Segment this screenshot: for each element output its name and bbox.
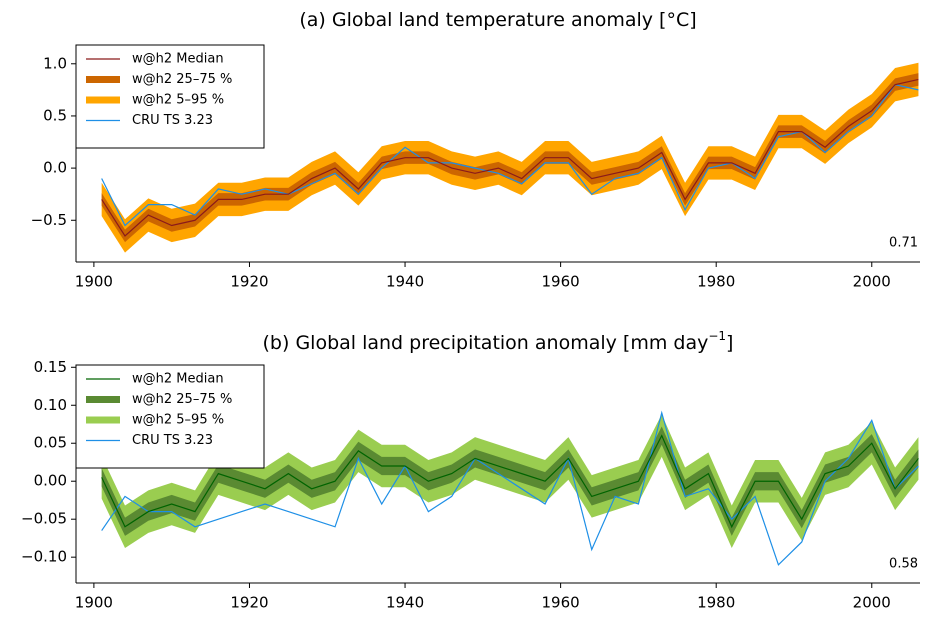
x-tick-label: 1920 xyxy=(230,273,268,291)
legend-label: w@h2 25–75 % xyxy=(132,392,232,407)
y-tick-label: 0.15 xyxy=(34,358,67,376)
legend-label: w@h2 25–75 % xyxy=(132,72,232,87)
x-tick-label: 2000 xyxy=(853,594,891,612)
legend-label: w@h2 5–95 % xyxy=(132,413,224,428)
legend-label: w@h2 Median xyxy=(132,52,224,67)
x-tick-label: 1900 xyxy=(75,273,113,291)
series-line xyxy=(101,434,919,529)
legend-label: w@h2 Median xyxy=(132,372,224,387)
y-tick-label: −0.10 xyxy=(21,548,67,566)
chart-title: (b) Global land precipitation anomaly [m… xyxy=(263,329,734,354)
chart-title: (a) Global land temperature anomaly [°C] xyxy=(299,9,696,31)
annotation: 0.71 xyxy=(889,236,918,251)
title-suffix: ] xyxy=(726,332,733,354)
panel: (a) Global land temperature anomaly [°C]… xyxy=(31,9,920,291)
band-area xyxy=(101,73,919,243)
x-tick-label: 1940 xyxy=(386,273,424,291)
y-tick-label: −0.05 xyxy=(21,510,67,528)
y-tick-label: 0.10 xyxy=(34,396,67,414)
series-line xyxy=(101,410,919,566)
legend-label: CRU TS 3.23 xyxy=(132,113,213,128)
series-line xyxy=(101,83,919,227)
band-area xyxy=(101,62,919,253)
y-tick-label: 0.00 xyxy=(34,472,67,490)
x-tick-label: 1980 xyxy=(697,594,735,612)
x-tick-label: 1900 xyxy=(75,594,113,612)
x-tick-label: 1980 xyxy=(697,273,735,291)
y-tick-label: 1.0 xyxy=(43,54,67,72)
x-tick-label: 1960 xyxy=(542,594,580,612)
x-tick-label: 1920 xyxy=(230,594,268,612)
title-superscript: −1 xyxy=(708,329,726,343)
y-tick-label: −0.5 xyxy=(31,211,67,229)
x-tick-label: 1960 xyxy=(542,273,580,291)
series-line xyxy=(101,78,919,237)
title-text: (b) Global land precipitation anomaly [m… xyxy=(263,332,709,354)
title-text: (a) Global land temperature anomaly [°C] xyxy=(299,9,696,31)
y-tick-label: 0.05 xyxy=(34,434,67,452)
legend-label: w@h2 5–95 % xyxy=(132,93,224,108)
x-tick-label: 2000 xyxy=(853,273,891,291)
y-tick-label: 0.5 xyxy=(43,106,67,124)
x-tick-label: 1940 xyxy=(386,594,424,612)
annotation: 0.58 xyxy=(889,557,918,572)
legend-label: CRU TS 3.23 xyxy=(132,433,213,448)
y-tick-label: 0.0 xyxy=(43,159,67,177)
panel: (b) Global land precipitation anomaly [m… xyxy=(21,329,920,612)
